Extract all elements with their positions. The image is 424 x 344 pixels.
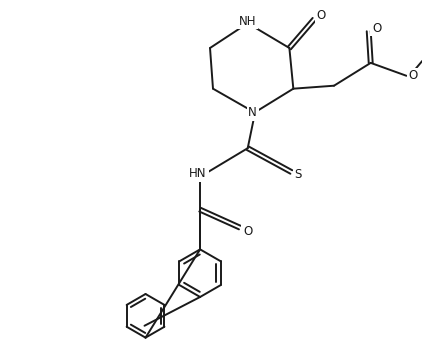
- Text: O: O: [316, 9, 326, 22]
- Text: O: O: [372, 22, 381, 35]
- Text: O: O: [243, 225, 252, 238]
- Text: HN: HN: [190, 168, 207, 181]
- Text: N: N: [248, 106, 257, 119]
- Text: S: S: [295, 169, 302, 182]
- Text: O: O: [408, 69, 418, 82]
- Text: NH: NH: [239, 15, 257, 28]
